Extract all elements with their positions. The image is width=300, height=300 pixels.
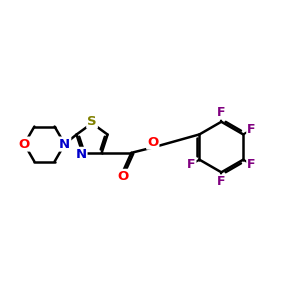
Text: F: F <box>187 158 196 171</box>
Text: F: F <box>217 175 226 188</box>
Text: F: F <box>217 106 226 119</box>
Text: N: N <box>75 148 86 161</box>
Text: O: O <box>147 136 158 148</box>
Text: O: O <box>117 170 129 183</box>
Text: N: N <box>59 138 70 151</box>
Text: O: O <box>19 138 30 151</box>
Text: F: F <box>247 158 256 171</box>
Text: S: S <box>87 115 97 128</box>
Text: F: F <box>247 123 256 136</box>
